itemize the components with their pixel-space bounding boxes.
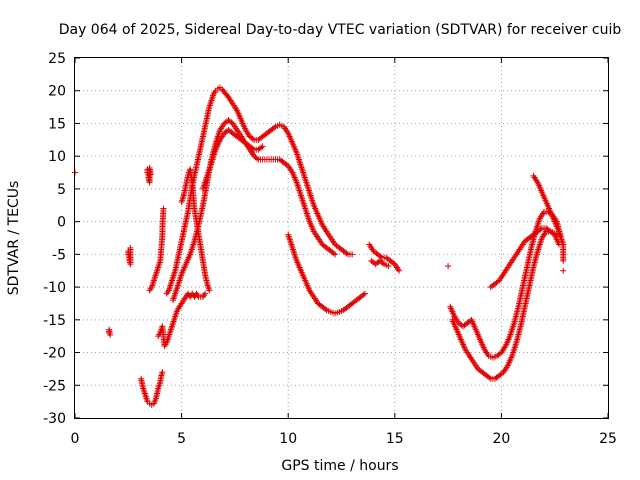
- series-s5: [138, 369, 166, 408]
- y-tick-label: -30: [43, 411, 66, 427]
- y-tick-label: -10: [43, 280, 66, 296]
- data-point: [379, 260, 386, 267]
- data-point: [361, 290, 368, 297]
- plot-frame: [74, 57, 609, 419]
- series-s4: [144, 164, 154, 186]
- x-tick-label: 0: [71, 431, 80, 447]
- x-axis-label: GPS time / hours: [281, 458, 398, 474]
- data-point: [322, 305, 329, 312]
- data-point: [546, 227, 553, 234]
- y-tick-label: -25: [43, 378, 66, 394]
- y-tick-label: -15: [43, 313, 66, 329]
- data-point: [343, 250, 350, 257]
- data-point: [249, 145, 256, 152]
- series-s14: [445, 263, 452, 270]
- data-point: [270, 124, 277, 131]
- series-s11: [199, 127, 266, 192]
- chart-title: Day 064 of 2025, Sidereal Day-to-day VTE…: [59, 22, 622, 38]
- series-s16: [449, 228, 567, 382]
- data-point: [206, 287, 213, 294]
- series-s13: [366, 241, 403, 274]
- x-tick-label: 20: [492, 431, 510, 447]
- y-tick-label: 15: [48, 116, 66, 132]
- series-s7: [155, 290, 209, 349]
- data-point: [107, 331, 114, 338]
- y-axis-label: SDTVAR / TECUs: [6, 181, 22, 296]
- y-tick-label: -20: [43, 346, 66, 362]
- series-s12: [285, 231, 368, 317]
- data-point: [259, 143, 266, 150]
- y-tick-label: 5: [57, 182, 66, 198]
- y-tick-label: 0: [57, 215, 66, 231]
- data-point: [486, 374, 493, 381]
- data-point: [349, 251, 356, 258]
- series-s3: [125, 244, 134, 268]
- y-tick-label: 20: [48, 84, 66, 100]
- x-tick-label: 10: [279, 431, 297, 447]
- x-tick-label: 5: [177, 431, 186, 447]
- data-point: [258, 144, 265, 151]
- x-tick-label: 15: [386, 431, 404, 447]
- x-tick-label: 25: [599, 431, 617, 447]
- data-point: [385, 263, 392, 270]
- data-point: [396, 267, 403, 274]
- gridlines: [75, 58, 608, 418]
- y-axis: -30 -25 -20 -15 -10 -5 0 5 10 15 20 25: [43, 51, 608, 427]
- data-point: [127, 244, 134, 251]
- data-point: [202, 290, 209, 297]
- data-point: [253, 155, 260, 162]
- series-s8: [163, 84, 356, 297]
- y-tick-label: 25: [48, 51, 66, 67]
- data-point: [360, 291, 367, 298]
- data-point: [560, 267, 567, 274]
- y-tick-label: -5: [52, 247, 66, 263]
- data-point: [147, 171, 154, 178]
- series-s18: [530, 172, 567, 264]
- series-s10: [178, 166, 213, 294]
- series-s6: [146, 205, 167, 294]
- data-point: [445, 263, 452, 270]
- data-points: [72, 84, 567, 408]
- data-point: [560, 257, 567, 264]
- data-point: [332, 251, 339, 258]
- data-point: [249, 135, 256, 142]
- data-point: [160, 205, 167, 212]
- data-point: [377, 253, 384, 260]
- series-s2: [106, 326, 114, 338]
- data-point: [159, 369, 166, 376]
- y-tick-label: 10: [48, 149, 66, 165]
- data-point: [537, 226, 544, 233]
- data-point: [330, 250, 337, 257]
